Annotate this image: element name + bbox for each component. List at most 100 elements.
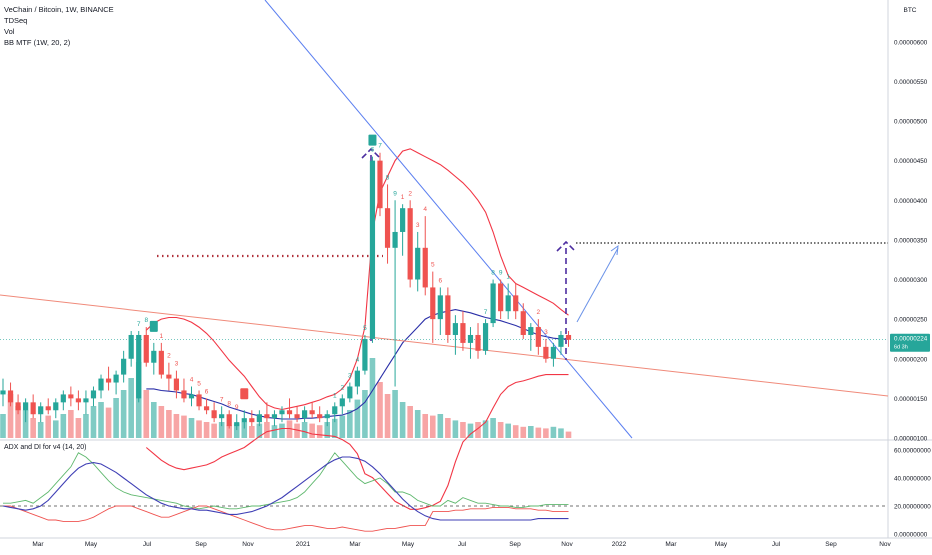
price-tick-label: 0.00000150 [894, 396, 928, 403]
candle-body [264, 414, 270, 419]
time-tick-label: Nov [242, 541, 254, 548]
volume-bar [83, 414, 89, 438]
candle-body [166, 374, 172, 379]
candle-body [354, 370, 360, 387]
volume-bar [316, 425, 323, 438]
time-tick-label: 2021 [296, 541, 311, 548]
td-count-label: 4 [190, 376, 194, 383]
candle-body [422, 247, 428, 288]
volume-bar [505, 423, 511, 438]
candle-body [302, 410, 308, 419]
td-count-label: 7 [220, 396, 224, 403]
candle-body [60, 394, 66, 403]
candle-body [377, 160, 383, 209]
time-tick-label: Sep [509, 541, 521, 548]
candle-body [286, 410, 293, 415]
adx-tick-label: 40.00000000 [894, 476, 931, 483]
volume-bar [422, 414, 429, 438]
candle-body [437, 295, 443, 320]
price-axis-unit: BTC [904, 7, 917, 14]
candle-body [392, 231, 398, 248]
volume-bar [535, 427, 542, 438]
volume-bar [467, 423, 474, 438]
candle-body [151, 350, 157, 363]
candle-body [513, 295, 519, 312]
adx-title[interactable]: ADX and DI for v4 (14, 20) [4, 444, 87, 451]
volume-bar [347, 410, 353, 438]
candle-body [407, 208, 413, 280]
td-count-label: 1 [506, 273, 510, 280]
candle-body [196, 394, 202, 407]
candle-body [498, 283, 504, 312]
volume-bar [339, 415, 346, 438]
volume-bar [407, 406, 413, 438]
candle-body [324, 414, 330, 419]
candle-body [452, 323, 458, 335]
volume-bar [166, 410, 172, 438]
projection-arrowhead [610, 244, 619, 256]
volume-bar [249, 426, 255, 438]
price-tick-label: 0.00000450 [894, 158, 928, 165]
td-count-label: 1 [333, 392, 337, 399]
candle-body [98, 378, 104, 391]
td-setup-marker [149, 320, 158, 332]
td-count-label: 7 [484, 309, 488, 316]
price-tick-label: 0.00000250 [894, 317, 928, 324]
volume-bar [369, 358, 376, 438]
time-tick-label: Jul [772, 541, 781, 548]
candle-body [490, 283, 496, 324]
td-count-label: 7 [378, 143, 382, 150]
price-tick-label: 0.00000350 [894, 237, 928, 244]
candle-body [158, 350, 164, 375]
candle-body [23, 402, 29, 411]
candle-body [520, 311, 526, 335]
candle-body [173, 378, 180, 391]
candle-body [30, 402, 36, 415]
candle-body [188, 394, 195, 399]
volume-bar [211, 423, 217, 438]
volume-bar [90, 406, 97, 438]
td-setup-marker [240, 388, 249, 400]
candle-body [113, 374, 119, 383]
candle-body [128, 334, 134, 359]
di-minus-line [3, 505, 569, 532]
td-count-label: 2 [408, 190, 412, 197]
adx-line [2, 456, 569, 521]
volume-bar [460, 422, 466, 438]
indicator-tdseq[interactable]: TDSeq [4, 16, 28, 25]
candle-body [279, 410, 285, 415]
volume-bar [362, 390, 368, 438]
volume-bar [75, 418, 82, 438]
volume-bar [324, 422, 331, 438]
td-count-label: 8 [386, 174, 390, 181]
volume-bar [437, 414, 444, 438]
candle-body [181, 390, 187, 399]
time-tick-label: May [402, 541, 415, 548]
price-tick-label: 0.00000550 [894, 79, 928, 86]
chart-legend: VeChain / Bitcoin, 1W, BINANCE TDSeq Vol… [4, 4, 114, 48]
td-count-label: 5 [363, 325, 367, 332]
candle-body [347, 386, 353, 399]
td-count-label: 9 [393, 190, 397, 197]
countdown-label: 6d 3h [894, 345, 908, 351]
symbol-title[interactable]: VeChain / Bitcoin, 1W, BINANCE [4, 5, 114, 14]
indicator-vol[interactable]: Vol [4, 27, 15, 36]
volume-bar [543, 428, 549, 438]
candle-body [505, 295, 511, 312]
di-plus-line [3, 452, 569, 510]
volume-bar [0, 414, 6, 438]
td-count-label: 2 [167, 353, 171, 360]
candle-body [482, 323, 489, 351]
td-count-label: 6 [439, 277, 443, 284]
indicator-bb[interactable]: BB MTF (1W, 20, 2) [4, 38, 71, 47]
candle-body [7, 390, 14, 403]
volume-bar [399, 402, 406, 438]
td-count-label: 3 [348, 373, 352, 380]
candle-body [136, 334, 142, 399]
volume-bar [120, 390, 127, 438]
time-tick-label: 2022 [612, 541, 627, 548]
last-price-badge [890, 333, 930, 352]
volume-bar [128, 378, 134, 438]
candle-body [369, 160, 376, 339]
projection-arrow [576, 247, 619, 323]
